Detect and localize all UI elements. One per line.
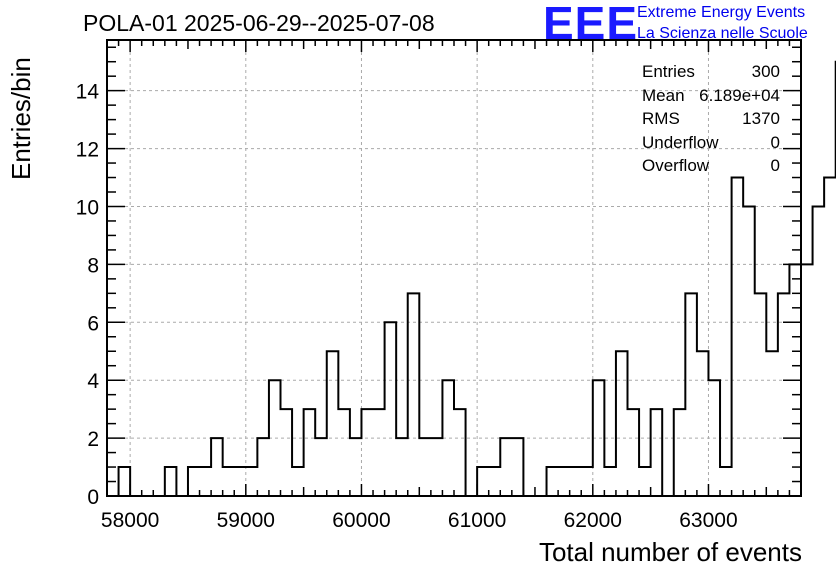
histogram-bin [766,351,778,496]
histogram-bin [119,467,131,496]
histogram-bin [338,409,350,496]
stats-rms-label: RMS [642,109,680,128]
y-tick-label: 12 [76,139,99,162]
histogram-bin [697,351,709,496]
chart-title: POLA-01 2025-06-29--2025-07-08 [83,10,435,36]
stats-entries-label: Entries [642,62,695,81]
histogram-bin [454,409,466,496]
histogram-bin [361,409,373,496]
x-tick-label: 62000 [564,509,622,532]
histogram-bin [616,351,628,496]
histogram-bin [304,409,316,496]
histogram-bin [801,264,813,496]
x-tick-label: 60000 [332,509,390,532]
x-tick-label: 58000 [101,509,159,532]
stats-rms-value: 1370 [742,109,780,128]
histogram-bin [200,467,212,496]
eee-logo: EEE [543,0,639,49]
histogram-bin [732,178,744,496]
histogram-bin [246,467,258,496]
histogram-bin [234,467,246,496]
histogram-bin [327,351,339,496]
histogram-bin [581,467,593,496]
histogram-bin [396,438,408,496]
histogram-bin [489,467,501,496]
histogram-bin [211,438,223,496]
histogram-bin [419,438,431,496]
histogram-bin [604,467,616,496]
x-tick-label: 63000 [679,509,737,532]
stats-row-mean: Mean 6.189e+04 [642,84,780,108]
stats-underflow-label: Underflow [642,132,719,152]
histogram-bin [628,409,640,496]
histogram-bin [651,409,663,496]
histogram-bin [685,293,697,496]
histogram-bin [824,178,836,496]
histogram-bin [813,206,825,496]
histogram-bin [269,380,281,496]
stats-underflow-value: 0 [770,132,780,152]
histogram-bin [373,409,385,496]
histogram-bin [165,467,177,496]
histogram-bin [281,409,293,496]
stats-entries-value: 300 [751,62,780,81]
stats-overflow-value: 0 [770,156,780,175]
histogram-bin [512,438,524,496]
histogram-bin [223,467,235,496]
histogram-bin [708,380,720,496]
histogram-bin [743,206,755,496]
histogram-bin [431,438,443,496]
histogram-bin [639,467,651,496]
histogram-bin [315,438,327,496]
y-tick-label: 10 [76,196,99,219]
histogram-bin [477,467,489,496]
y-tick-label: 8 [87,254,99,277]
logo-line-1: Extreme Energy Events [637,4,806,21]
stats-row-overflow: Overflow 0 [642,154,780,178]
stats-row-entries: Entries 300 [642,60,780,84]
stats-overflow-label: Overflow [642,156,710,175]
x-axis-label: Total number of events [538,537,802,567]
logo-line-2: La Scienza nelle Scuole [637,25,808,42]
stats-mean-value: 6.189e+04 [699,85,780,105]
stats-mean-label: Mean [642,85,685,105]
histogram-bin [755,293,767,496]
histogram-bin [350,438,362,496]
histogram-bin [720,467,732,496]
histogram-bin [442,380,454,496]
y-tick-label: 6 [87,312,99,335]
histogram-bin [408,293,420,496]
histogram-bin [500,438,512,496]
histogram-bin [778,293,790,496]
histogram-bin [593,380,605,496]
y-tick-label: 2 [87,428,99,451]
stats-row-underflow: Underflow 0 [642,131,780,155]
histogram-bin [547,467,559,496]
stats-row-rms: RMS 1370 [642,107,780,131]
histogram-bin [292,467,304,496]
histogram-bin [257,438,269,496]
x-tick-label: 61000 [448,509,506,532]
y-tick-label: 4 [87,370,99,393]
x-tick-label: 59000 [217,509,275,532]
y-tick-label: 14 [76,81,100,104]
histogram-bin [385,322,397,496]
histogram-bin [570,467,582,496]
y-tick-label: 0 [87,486,99,509]
y-axis-label: Entries/bin [6,57,36,180]
histogram-bin [558,467,570,496]
histogram-bin [188,467,200,496]
stats-box: Entries 300 Mean 6.189e+04 RMS 1370 Unde… [642,60,780,178]
histogram-bin [674,409,686,496]
